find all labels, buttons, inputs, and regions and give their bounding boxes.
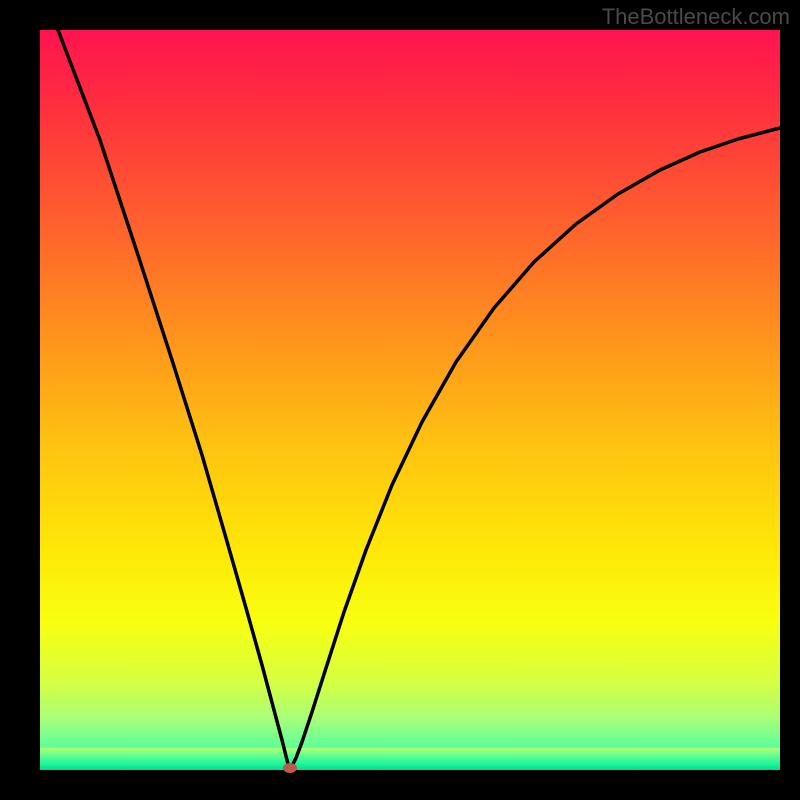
watermark-text: TheBottleneck.com [602, 4, 790, 30]
curve-svg [40, 30, 780, 770]
bottleneck-curve [58, 30, 780, 768]
plot-area [40, 30, 780, 770]
minimum-marker [283, 763, 297, 773]
